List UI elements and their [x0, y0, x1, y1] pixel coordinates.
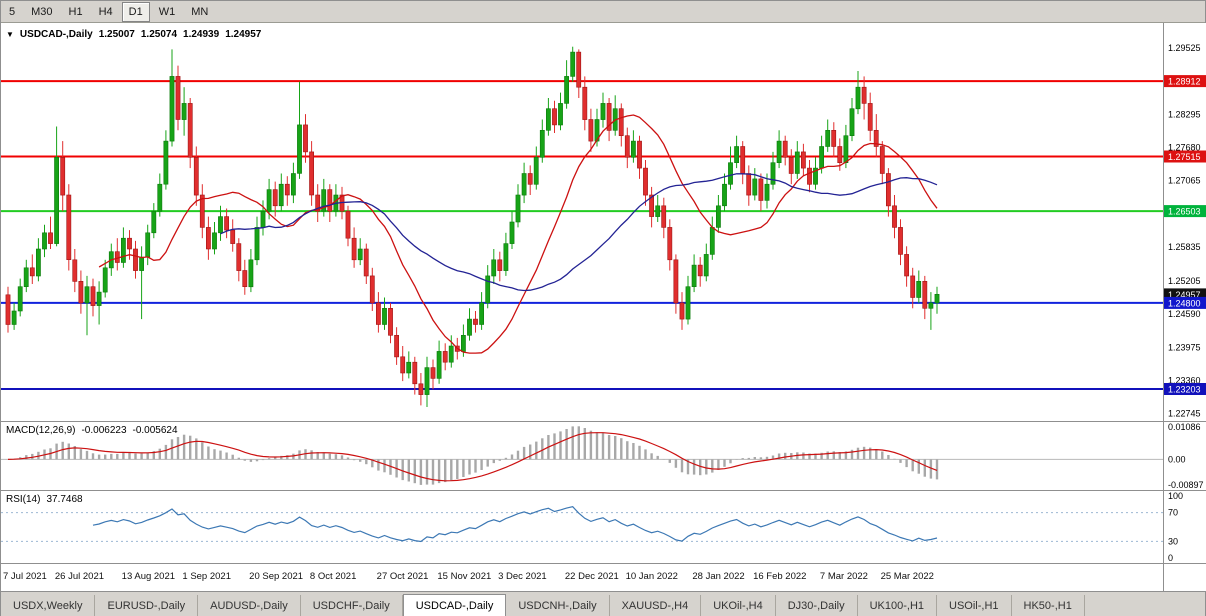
- chart-ohlc-header: ▼ USDCAD-,Daily 1.25007 1.25074 1.24939 …: [6, 29, 261, 40]
- chart-tab-usoil-h1[interactable]: USOil-,H1: [937, 595, 1012, 616]
- rsi-line: [92, 506, 938, 543]
- timeframe-button-h4[interactable]: H4: [98, 5, 113, 18]
- date-label: 20 Sep 2021: [249, 571, 304, 582]
- chart-tabs-bar: USDX,Weekly EURUSD-,Daily AUDUSD-,Daily USD…: [1, 591, 1205, 616]
- chart-tab-ukoil-h4[interactable]: UKOil-,H4: [701, 595, 776, 616]
- rsi-tick: 100: [1168, 491, 1183, 501]
- timeframe-button-mn[interactable]: MN: [191, 5, 209, 18]
- chart-tab-eurusd-daily[interactable]: EURUSD-,Daily: [95, 595, 199, 616]
- price-tag: 1.26503: [1164, 205, 1206, 218]
- timeframe-button-5[interactable]: 5: [9, 5, 16, 18]
- timeframe-button-d1[interactable]: D1: [121, 1, 150, 22]
- chart-dropdown-icon[interactable]: ▼: [6, 29, 14, 39]
- rsi-tick: 30: [1168, 536, 1178, 546]
- chart-tab-uk100-h1[interactable]: UK100-,H1: [858, 595, 938, 616]
- macd-label: MACD(12,26,9): [6, 425, 76, 436]
- price-tick: 1.22745: [1168, 409, 1201, 419]
- macd-tick: -0.00897: [1168, 480, 1204, 490]
- macd-main-value: -0.006223: [81, 425, 127, 436]
- chart-tab-usdcad-daily[interactable]: USDCAD-,Daily: [402, 594, 507, 616]
- svg-text:1.24957: 1.24957: [1168, 290, 1201, 300]
- svg-text:1.23203: 1.23203: [1168, 385, 1201, 395]
- date-label: 27 Oct 2021: [376, 571, 429, 582]
- panel-separator[interactable]: [1, 490, 1206, 491]
- price-tick: 1.23360: [1168, 376, 1201, 386]
- price-tag: 1.27515: [1164, 150, 1206, 163]
- rsi-indicator-header: RSI(14) 37.7468: [6, 494, 83, 505]
- chart-tab-xauusd-h4[interactable]: XAUUSD-,H4: [610, 595, 702, 616]
- horizontal-level-lines[interactable]: [1, 80, 1163, 390]
- price-tag: 1.23203: [1164, 383, 1206, 395]
- price-chart-canvas[interactable]: 1.295251.282951.276801.270651.264501.258…: [1, 23, 1206, 421]
- price-tag: 1.24800: [1164, 296, 1206, 309]
- chart-symbol-label: USDCAD-,Daily: [19, 29, 93, 40]
- price-tag: 1.28912: [1164, 75, 1206, 88]
- high-value: 1.25074: [140, 29, 178, 40]
- chart-tab-usdx-weekly[interactable]: USDX,Weekly: [1, 595, 96, 616]
- macd-signal-line: [7, 432, 938, 482]
- rsi-label: RSI(14): [6, 494, 41, 505]
- date-label: 7 Jul 2021: [3, 571, 47, 582]
- date-label: 22 Dec 2021: [564, 571, 619, 582]
- date-label: 10 Jan 2022: [625, 571, 678, 582]
- price-tick: 1.27680: [1168, 143, 1201, 153]
- chart-tab-audusd-daily[interactable]: AUDUSD-,Daily: [198, 595, 301, 616]
- date-label: 26 Jul 2021: [54, 571, 105, 582]
- timeframe-button-w1[interactable]: W1: [158, 5, 176, 18]
- price-tick: 1.25205: [1168, 276, 1201, 286]
- timeframe-toolbar: 5 M30 H1 H4 D1 W1 MN: [1, 1, 1205, 23]
- date-label: 13 Aug 2021: [121, 571, 176, 582]
- price-tick: 1.24590: [1168, 309, 1201, 319]
- open-value: 1.25007: [98, 29, 135, 40]
- macd-tick: 0.01086: [1168, 422, 1201, 432]
- rsi-tick: 70: [1168, 508, 1178, 518]
- time-axis[interactable]: 7 Jul 2021 26 Jul 2021 13 Aug 2021 1 Sep 20…: [1, 564, 1206, 591]
- date-label: 7 Mar 2022: [819, 571, 868, 582]
- rsi-indicator-canvas[interactable]: 100 70 30 0: [1, 491, 1206, 563]
- macd-indicator-canvas[interactable]: 0.01086 0.00 -0.00897: [1, 422, 1206, 490]
- rsi-value: 37.7468: [46, 494, 83, 505]
- date-label: 15 Nov 2021: [437, 571, 492, 582]
- chart-tab-usdcnh-daily[interactable]: USDCNH-,Daily: [506, 595, 610, 616]
- macd-tick: 0.00: [1168, 454, 1186, 464]
- chart-tab-dj30-daily[interactable]: DJ30-,Daily: [776, 595, 858, 616]
- low-value: 1.24939: [183, 29, 220, 40]
- price-tick: 1.25835: [1168, 242, 1201, 252]
- price-tick: 1.27065: [1168, 176, 1201, 186]
- date-label: 25 Mar 2022: [880, 571, 934, 582]
- moving-average-line: [220, 173, 938, 292]
- svg-text:1.27515: 1.27515: [1168, 152, 1201, 162]
- price-tick: 1.28295: [1168, 109, 1201, 119]
- svg-text:1.26503: 1.26503: [1168, 207, 1201, 217]
- timeframe-button-m30[interactable]: M30: [31, 5, 53, 18]
- price-axis-divider: [1163, 23, 1164, 591]
- macd-indicator-header: MACD(12,26,9) -0.006223 -0.005624: [6, 425, 178, 436]
- date-label: 8 Oct 2021: [309, 571, 357, 582]
- date-label: 28 Jan 2022: [692, 571, 745, 582]
- panel-separator: [1, 563, 1206, 564]
- chart-tab-usdchf-daily[interactable]: USDCHF-,Daily: [301, 595, 403, 616]
- chart-tab-hk50-h1[interactable]: HK50-,H1: [1012, 595, 1085, 616]
- svg-text:1.24800: 1.24800: [1168, 298, 1201, 308]
- timeframe-button-h1[interactable]: H1: [68, 5, 83, 18]
- rsi-tick: 0: [1168, 553, 1173, 563]
- macd-histogram: [12, 426, 939, 485]
- close-value: 1.24957: [225, 29, 262, 40]
- date-label: 3 Dec 2021: [498, 571, 547, 582]
- date-label: 1 Sep 2021: [182, 571, 231, 582]
- svg-text:1.28912: 1.28912: [1168, 77, 1201, 87]
- price-tick: 1.29525: [1168, 43, 1201, 53]
- price-tick: 1.23975: [1168, 342, 1201, 352]
- date-label: 16 Feb 2022: [753, 571, 807, 582]
- moving-average-line: [98, 114, 938, 354]
- macd-signal-value: -0.005624: [132, 425, 178, 436]
- panel-separator[interactable]: [1, 421, 1206, 422]
